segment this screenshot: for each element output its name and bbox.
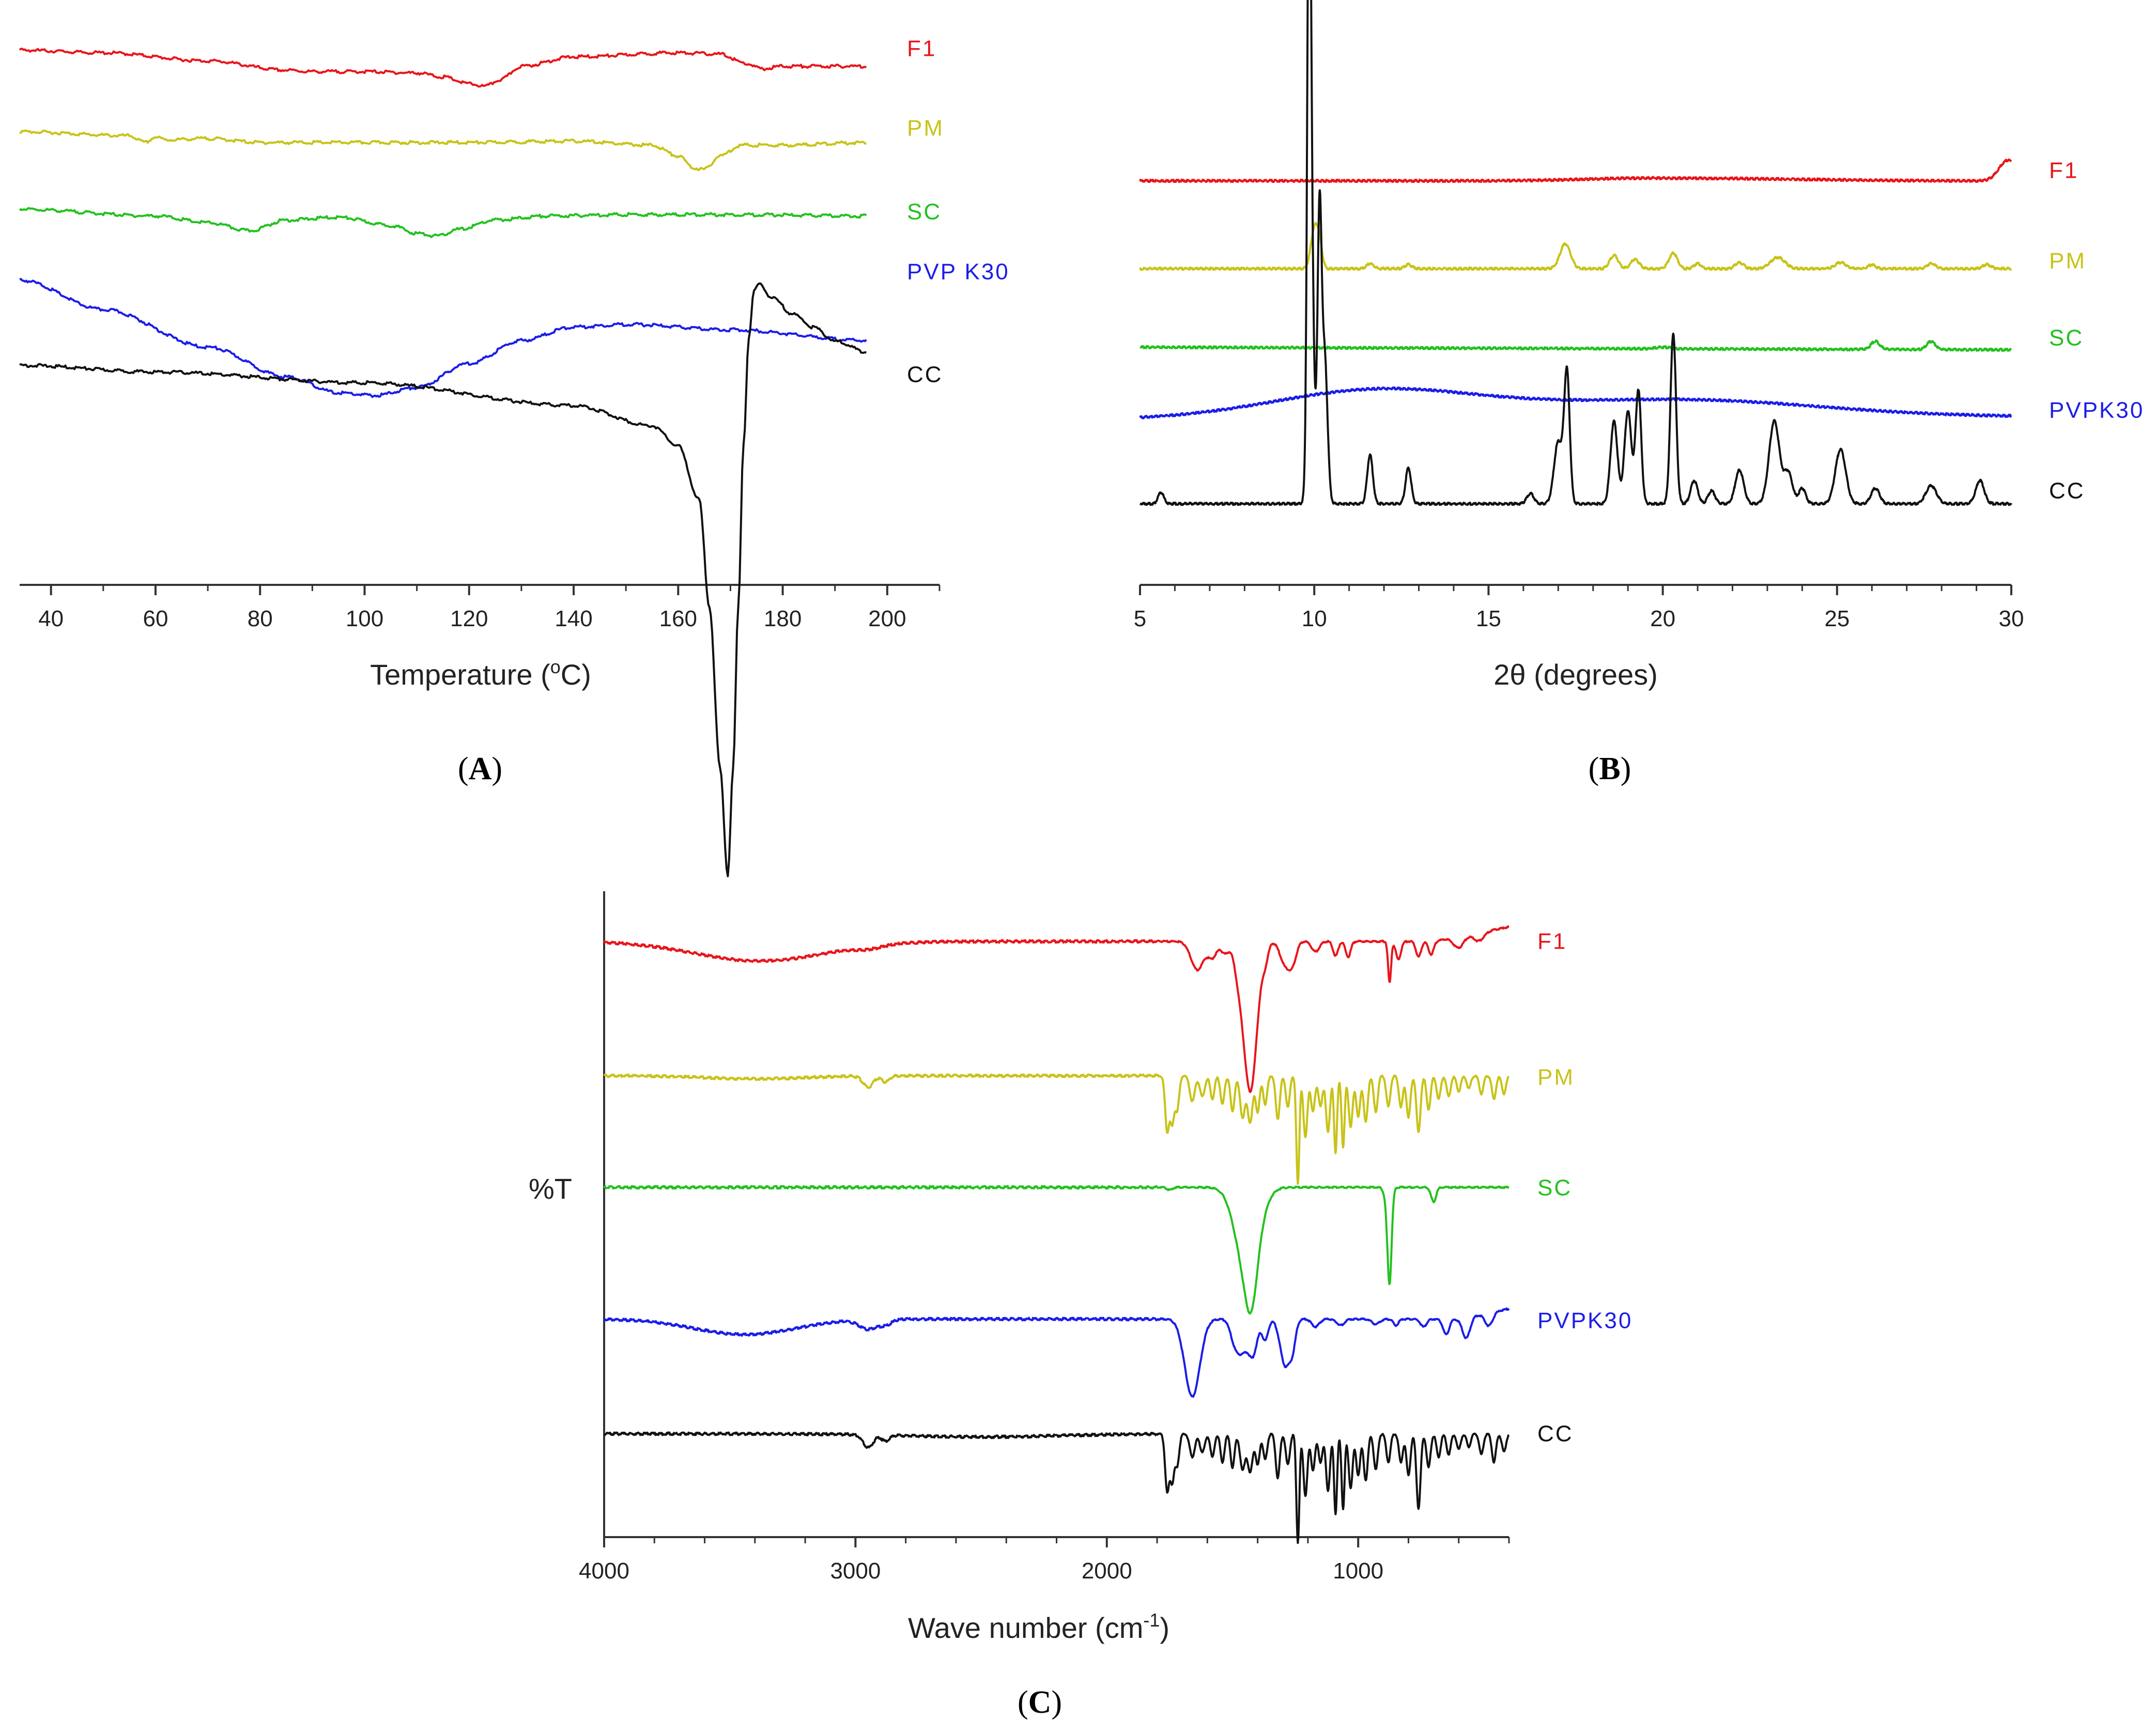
series-label-cc: CC <box>907 362 943 388</box>
panel-c-ftir: 4000 3000 2000 1000 F1 PM SC PVPK30 CC %T Wave num… <box>529 891 1633 1720</box>
series-line-pm <box>19 129 867 172</box>
series-label-pm: PM <box>2049 249 2086 274</box>
series-label-cc: CC <box>1537 1421 1574 1447</box>
x-tick-label: 180 <box>764 606 802 631</box>
x-tick-label: 60 <box>143 606 168 631</box>
y-axis-title: %T <box>529 1172 572 1205</box>
x-tick-label: 40 <box>38 606 64 631</box>
series-line-cc <box>19 282 867 877</box>
series-line-pvp-k30 <box>19 278 867 398</box>
series-line-pm <box>603 1073 1510 1185</box>
series-line-pvpk30 <box>603 1307 1510 1398</box>
x-tick-label: 25 <box>1824 606 1850 631</box>
series-label-pvpk30: PVPK30 <box>2049 398 2144 423</box>
series-line-f1 <box>1139 158 2012 183</box>
series-line-cc <box>1139 0 2012 506</box>
x-tick-label: 30 <box>1999 606 2024 631</box>
series-label-pvp-k30: PVP K30 <box>907 259 1010 285</box>
x-axis-title: Temperature (oC) <box>370 656 591 691</box>
series-label-sc: SC <box>2049 326 2084 351</box>
panel-label-c: (C) <box>1018 1685 1062 1720</box>
x-tick-label: 5 <box>1134 606 1146 631</box>
series-label-sc: SC <box>1537 1175 1572 1201</box>
panel-b-xrd: 5 10 15 20 25 30 F1 PM SC PVPK30 CC 2θ (degrees) (B) <box>1134 0 2144 786</box>
series-line-cc <box>604 1431 1510 1544</box>
panel-label-a: (A) <box>458 751 502 786</box>
x-tick-label: 160 <box>659 606 697 631</box>
series-line-sc <box>1139 339 2012 352</box>
series-line-pvpk30 <box>1139 386 2012 420</box>
x-tick-label: 10 <box>1302 606 1327 631</box>
series-label-f1: F1 <box>1537 929 1567 954</box>
series-label-f1: F1 <box>907 36 936 61</box>
x-axis-title: Wave number (cm-1) <box>908 1609 1169 1644</box>
x-tick-label: 20 <box>1650 606 1675 631</box>
x-tick-label: 100 <box>346 606 383 631</box>
series-line-sc <box>19 207 867 238</box>
x-tick-label: 140 <box>555 606 592 631</box>
panel-label-b: (B) <box>1589 751 1631 786</box>
series-line-f1 <box>19 48 867 88</box>
x-tick-label: 2000 <box>1082 1558 1132 1584</box>
series-line-sc <box>603 1185 1510 1315</box>
series-line-pm <box>1139 222 2012 271</box>
series-label-f1: F1 <box>2049 158 2078 183</box>
x-tick-label: 120 <box>450 606 488 631</box>
x-axis-title: 2θ (degrees) <box>1493 658 1658 691</box>
series-label-pm: PM <box>907 116 944 141</box>
series-label-pvpk30: PVPK30 <box>1537 1308 1633 1334</box>
series-label-pm: PM <box>1537 1065 1575 1090</box>
x-tick-label: 3000 <box>830 1558 881 1584</box>
x-tick-label: 80 <box>248 606 273 631</box>
series-label-sc: SC <box>907 199 942 225</box>
x-tick-label: 200 <box>868 606 906 631</box>
x-tick-label: 4000 <box>579 1558 629 1584</box>
series-label-cc: CC <box>2049 478 2085 504</box>
x-tick-label: 1000 <box>1333 1558 1383 1584</box>
panel-a-dsc: 40 60 80 100 120 140 160 180 200 F1 PM SC PVP K30 CC T… <box>19 36 1010 877</box>
x-tick-label: 15 <box>1476 606 1501 631</box>
series-line-f1 <box>603 925 1510 1093</box>
